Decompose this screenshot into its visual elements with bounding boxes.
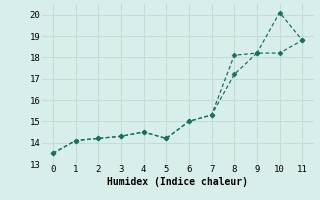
X-axis label: Humidex (Indice chaleur): Humidex (Indice chaleur): [107, 177, 248, 187]
